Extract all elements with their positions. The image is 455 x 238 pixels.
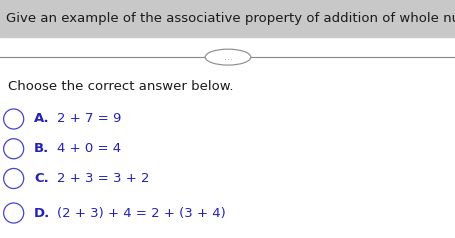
Text: B.: B.	[34, 142, 49, 155]
Text: ...: ...	[223, 53, 232, 62]
Ellipse shape	[4, 169, 24, 188]
Ellipse shape	[4, 203, 24, 223]
Text: (2 + 3) + 4 = 2 + (3 + 4): (2 + 3) + 4 = 2 + (3 + 4)	[57, 207, 225, 219]
Text: 2 + 3 = 3 + 2: 2 + 3 = 3 + 2	[57, 172, 149, 185]
Text: 4 + 0 = 4: 4 + 0 = 4	[57, 142, 121, 155]
Text: C.: C.	[34, 172, 49, 185]
Ellipse shape	[205, 49, 250, 65]
Text: 2 + 7 = 9: 2 + 7 = 9	[57, 113, 121, 125]
FancyBboxPatch shape	[0, 0, 455, 37]
Ellipse shape	[4, 109, 24, 129]
Text: D.: D.	[34, 207, 51, 219]
Text: Give an example of the associative property of addition of whole numbers.: Give an example of the associative prope…	[6, 12, 455, 25]
Ellipse shape	[4, 139, 24, 159]
Text: A.: A.	[34, 113, 50, 125]
Text: Choose the correct answer below.: Choose the correct answer below.	[8, 80, 233, 93]
